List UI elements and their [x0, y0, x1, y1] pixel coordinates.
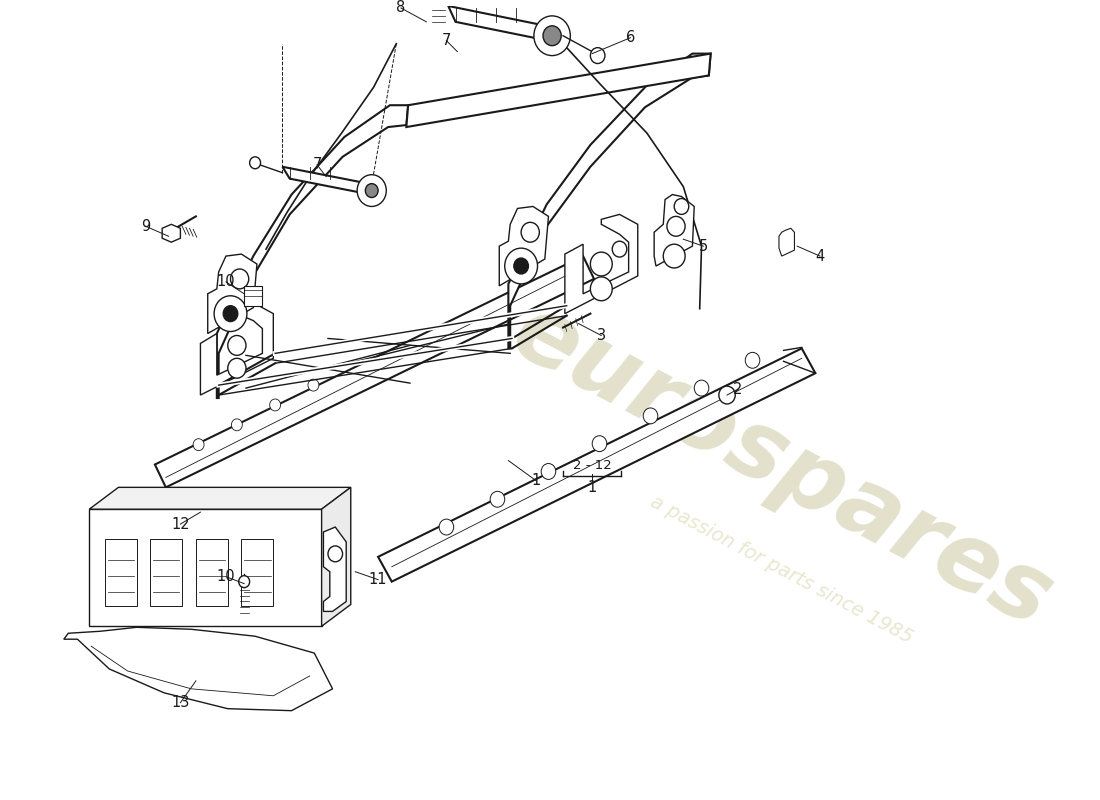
Text: 4: 4 [815, 249, 825, 263]
Circle shape [694, 380, 708, 396]
Text: 6: 6 [626, 30, 635, 46]
Circle shape [308, 379, 319, 391]
Circle shape [505, 248, 538, 284]
Text: 5: 5 [698, 238, 708, 254]
Circle shape [250, 157, 261, 169]
Text: 10: 10 [217, 274, 235, 290]
Text: 11: 11 [368, 572, 387, 587]
Circle shape [644, 408, 658, 424]
Circle shape [718, 386, 735, 404]
Text: a passion for parts since 1985: a passion for parts since 1985 [647, 492, 916, 647]
Polygon shape [208, 254, 257, 334]
Polygon shape [378, 348, 815, 582]
Polygon shape [162, 224, 180, 242]
Circle shape [231, 419, 242, 430]
Circle shape [358, 174, 386, 206]
Circle shape [674, 198, 689, 214]
Polygon shape [89, 487, 351, 509]
Polygon shape [499, 206, 549, 286]
Bar [151, 539, 183, 606]
Text: 2: 2 [734, 382, 742, 397]
Polygon shape [155, 256, 594, 487]
Circle shape [239, 576, 250, 587]
Polygon shape [654, 194, 694, 266]
Circle shape [270, 399, 280, 411]
Circle shape [194, 438, 205, 450]
Bar [104, 539, 136, 606]
Polygon shape [323, 527, 346, 611]
Bar [89, 509, 321, 626]
Polygon shape [406, 54, 711, 127]
Polygon shape [508, 54, 711, 348]
Polygon shape [448, 6, 563, 44]
Polygon shape [64, 627, 332, 710]
Circle shape [214, 296, 246, 331]
Circle shape [223, 306, 238, 322]
Circle shape [591, 277, 613, 301]
Text: 3: 3 [596, 328, 606, 343]
Text: 7: 7 [312, 158, 321, 172]
Text: 13: 13 [172, 695, 189, 710]
Polygon shape [565, 214, 638, 314]
Circle shape [592, 436, 607, 452]
Circle shape [591, 252, 613, 276]
Circle shape [231, 269, 249, 289]
Circle shape [746, 352, 760, 368]
Text: eurospares: eurospares [496, 286, 1067, 647]
Bar [241, 539, 273, 606]
Circle shape [613, 241, 627, 257]
Circle shape [543, 26, 561, 46]
Polygon shape [217, 106, 408, 398]
Polygon shape [283, 166, 381, 197]
Circle shape [534, 16, 570, 55]
Circle shape [667, 216, 685, 236]
Circle shape [365, 184, 378, 198]
Text: 2 - 12: 2 - 12 [573, 459, 612, 472]
Circle shape [228, 335, 246, 355]
Circle shape [541, 463, 556, 479]
Circle shape [514, 258, 528, 274]
Text: 12: 12 [172, 517, 189, 531]
Polygon shape [200, 304, 273, 395]
Text: 7: 7 [442, 33, 451, 48]
Text: 1: 1 [531, 473, 540, 488]
Circle shape [439, 519, 453, 535]
Bar [196, 539, 228, 606]
Polygon shape [321, 487, 351, 626]
Circle shape [491, 491, 505, 507]
Circle shape [591, 48, 605, 63]
Text: 8: 8 [396, 1, 406, 15]
Circle shape [228, 358, 246, 378]
Bar [244, 286, 263, 306]
Text: 10: 10 [217, 569, 235, 584]
Circle shape [328, 546, 342, 562]
Polygon shape [779, 228, 794, 256]
Circle shape [663, 244, 685, 268]
Text: 1: 1 [587, 480, 597, 495]
Text: 9: 9 [141, 219, 151, 234]
Circle shape [521, 222, 539, 242]
